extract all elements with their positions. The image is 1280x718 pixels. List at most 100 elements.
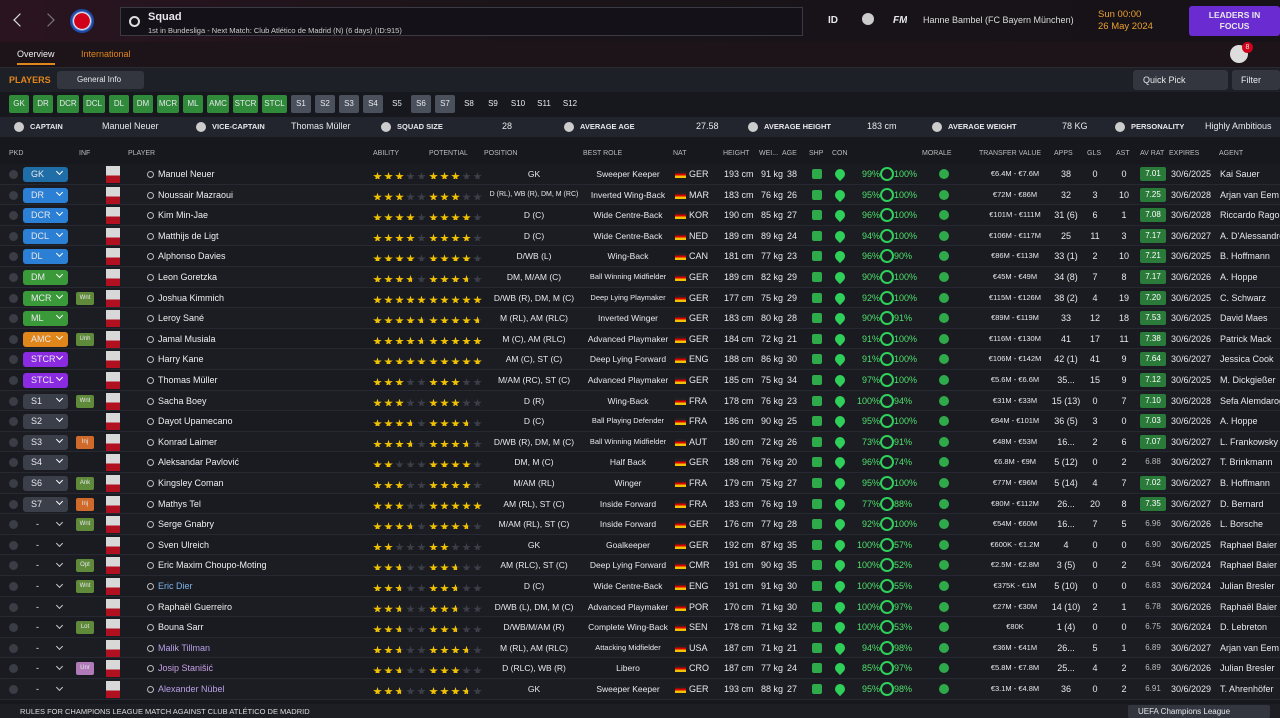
position-pill[interactable]: DL	[23, 249, 68, 265]
icon-button[interactable]	[862, 13, 874, 25]
filter-chip[interactable]: S4	[363, 95, 383, 113]
manager-name[interactable]: Hanne Bambel (FC Bayern München)	[923, 15, 1074, 25]
filter-chip[interactable]: S5	[392, 99, 402, 108]
player-name[interactable]: Kim Min-Jae	[158, 210, 209, 221]
filter-chip[interactable]: DL	[109, 95, 129, 113]
back-button[interactable]	[13, 13, 27, 27]
filter-chip[interactable]: AMC	[207, 95, 229, 113]
player-row[interactable]: - Alexander Nübel GK Sweeper Keeper GER 193 c…	[0, 679, 1280, 700]
view-dropdown[interactable]: General Info	[57, 71, 144, 89]
position-pill[interactable]: STCR	[23, 352, 68, 368]
position-pill[interactable]: STCL	[23, 373, 68, 388]
player-name[interactable]: Jamal Musiala	[158, 333, 216, 344]
player-name[interactable]: Bouna Sarr	[158, 622, 204, 633]
position-pill[interactable]: DM	[23, 270, 68, 285]
player-row[interactable]: DCR Kim Min-Jae D (C) Wide Centre-Back KOR 19…	[0, 205, 1280, 226]
player-name[interactable]: Matthijs de Ligt	[158, 230, 219, 241]
player-row[interactable]: DCL Matthijs de Ligt D (C) Wide Centre-Back…	[0, 225, 1280, 247]
player-name[interactable]: Raphaël Guerreiro	[158, 601, 233, 612]
position-pill[interactable]: S3	[23, 434, 68, 450]
player-row[interactable]: DM Leon Goretzka DM, M/AM (C) Ball Winning …	[0, 267, 1280, 288]
filter-chip[interactable]: S6	[411, 95, 431, 113]
position-pill[interactable]: AMC	[23, 331, 68, 347]
player-row[interactable]: - Wnt Serge Gnabry M/AM (RL), ST (C) Inside …	[0, 514, 1280, 535]
player-row[interactable]: - Lot Bouna Sarr D/WB/M/AM (R) Complete Wing…	[0, 617, 1280, 638]
search-box[interactable]: Squad 1st in Bundesliga - Next Match: Cl…	[120, 7, 803, 36]
forward-button[interactable]	[41, 13, 55, 27]
player-name[interactable]: Alexander Nübel	[158, 684, 225, 694]
filter-button[interactable]: Filter	[1232, 70, 1280, 90]
player-row[interactable]: DL Alphonso Davies D/WB (L) Wing-Back CAN 181…	[0, 246, 1280, 267]
id-button[interactable]: ID	[828, 15, 838, 26]
position-pill[interactable]: MCR	[23, 290, 68, 306]
player-name[interactable]: Mathys Tel	[158, 498, 201, 509]
player-name[interactable]: Leroy Sané	[158, 313, 205, 324]
player-row[interactable]: - Raphaël Guerreiro D/WB (L), DM, M (C) Adv…	[0, 596, 1280, 618]
player-name[interactable]: Josip Stanišić	[158, 663, 214, 674]
filter-chip[interactable]: S3	[339, 95, 359, 113]
club-logo[interactable]	[70, 9, 94, 33]
position-pill[interactable]: ML	[23, 311, 68, 327]
player-name[interactable]: Sacha Boey	[158, 395, 207, 406]
player-row[interactable]: STCL Thomas Müller M/AM (RC), ST (C) Advanc…	[0, 370, 1280, 391]
filter-chip[interactable]: DR	[33, 95, 53, 113]
player-name[interactable]: Dayot Upamecano	[158, 416, 233, 427]
player-row[interactable]: S1 Wnt Sacha Boey D (R) Wing-Back FRA 178 cm 76…	[0, 390, 1280, 412]
quick-pick-button[interactable]: Quick Pick	[1133, 70, 1228, 90]
filter-chip[interactable]: STCR	[233, 95, 258, 113]
tab[interactable]: Overview	[17, 49, 55, 65]
filter-chip[interactable]: S7	[435, 95, 455, 113]
player-name[interactable]: Noussair Mazraoui	[158, 189, 234, 200]
filter-chip[interactable]: DM	[133, 95, 153, 113]
player-row[interactable]: AMC Unh Jamal Musiala M (C), AM (RLC) Advanc…	[0, 328, 1280, 350]
player-row[interactable]: S7 Inj Mathys Tel AM (RL), ST (C) Inside For…	[0, 493, 1280, 515]
player-row[interactable]: S3 Inj Konrad Laimer D/WB (R), DM, M (C) Bal…	[0, 431, 1280, 453]
filter-chip[interactable]: MCR	[157, 95, 179, 113]
focus-button[interactable]: LEADERS IN FOCUS	[1189, 6, 1280, 36]
filter-chip[interactable]: GK	[9, 95, 29, 113]
player-name[interactable]: Sven Ulreich	[158, 539, 210, 550]
competition-dropdown[interactable]: UEFA Champions League	[1128, 705, 1270, 718]
player-name[interactable]: Malik Tillman	[158, 642, 211, 653]
position-pill[interactable]: DCL	[23, 228, 68, 244]
position-pill[interactable]: S6	[23, 476, 68, 491]
filter-chip[interactable]: S9	[488, 99, 498, 108]
player-name[interactable]: Eric Dier	[158, 581, 193, 591]
position-pill[interactable]: S4	[23, 455, 68, 471]
player-row[interactable]: - Unr Josip Stanišić D (RLC), WB (R) Libero C…	[0, 658, 1280, 679]
position-pill[interactable]: S2	[23, 414, 68, 430]
player-row[interactable]: S6 Ank Kingsley Coman M/AM (RL) Winger FRA 179…	[0, 473, 1280, 494]
position-pill[interactable]: DR	[23, 187, 68, 203]
player-row[interactable]: - Sven Ulreich GK Goalkeeper GER 192 cm 87 kg 3…	[0, 534, 1280, 556]
player-row[interactable]: S2 Dayot Upamecano D (C) Ball Playing Defen…	[0, 411, 1280, 432]
filter-chip[interactable]: S11	[537, 99, 551, 108]
filter-chip[interactable]: S12	[562, 99, 578, 108]
position-pill[interactable]: S1	[23, 393, 68, 409]
player-name[interactable]: Harry Kane	[158, 354, 204, 365]
filter-chip[interactable]: STCL	[262, 95, 287, 113]
position-pill[interactable]: S7	[23, 496, 68, 512]
player-name[interactable]: Manuel Neuer	[158, 169, 215, 179]
player-name[interactable]: Kingsley Coman	[158, 478, 224, 488]
fm-button[interactable]: FM	[893, 15, 908, 26]
player-row[interactable]: STCR Harry Kane AM (C), ST (C) Deep Lying F…	[0, 349, 1280, 370]
player-name[interactable]: Alphonso Davies	[158, 251, 226, 262]
player-name[interactable]: Serge Gnabry	[158, 519, 215, 530]
player-name[interactable]: Aleksandar Pavlović	[158, 457, 240, 468]
player-row[interactable]: GK Manuel Neuer GK Sweeper Keeper GER 193 cm 9…	[0, 164, 1280, 185]
player-row[interactable]: - Malik Tillman M (RL), AM (RLC) Attacking …	[0, 637, 1280, 659]
player-name[interactable]: Thomas Müller	[158, 375, 218, 385]
filter-chip[interactable]: DCL	[83, 95, 105, 113]
filter-chip[interactable]: S10	[510, 99, 526, 108]
tab[interactable]: International	[81, 49, 131, 59]
player-row[interactable]: ML Leroy Sané M (RL), AM (RLC) Inverted Win…	[0, 308, 1280, 329]
player-name[interactable]: Eric Maxim Choupo-Moting	[158, 560, 267, 571]
position-pill[interactable]: GK	[23, 167, 68, 182]
filter-chip[interactable]: S1	[291, 95, 311, 113]
player-row[interactable]: - Wnt Eric Dier D (C) Wide Centre-Back ENG 191…	[0, 576, 1280, 597]
filter-chip[interactable]: DCR	[57, 95, 79, 113]
player-name[interactable]: Konrad Laimer	[158, 436, 218, 447]
player-row[interactable]: - Opt Eric Maxim Choupo-Moting AM (RLC), ST…	[0, 555, 1280, 576]
player-name[interactable]: Leon Goretzka	[158, 272, 218, 282]
player-row[interactable]: MCR Wnt Joshua Kimmich D/WB (R), DM, M (C) D…	[0, 287, 1280, 309]
